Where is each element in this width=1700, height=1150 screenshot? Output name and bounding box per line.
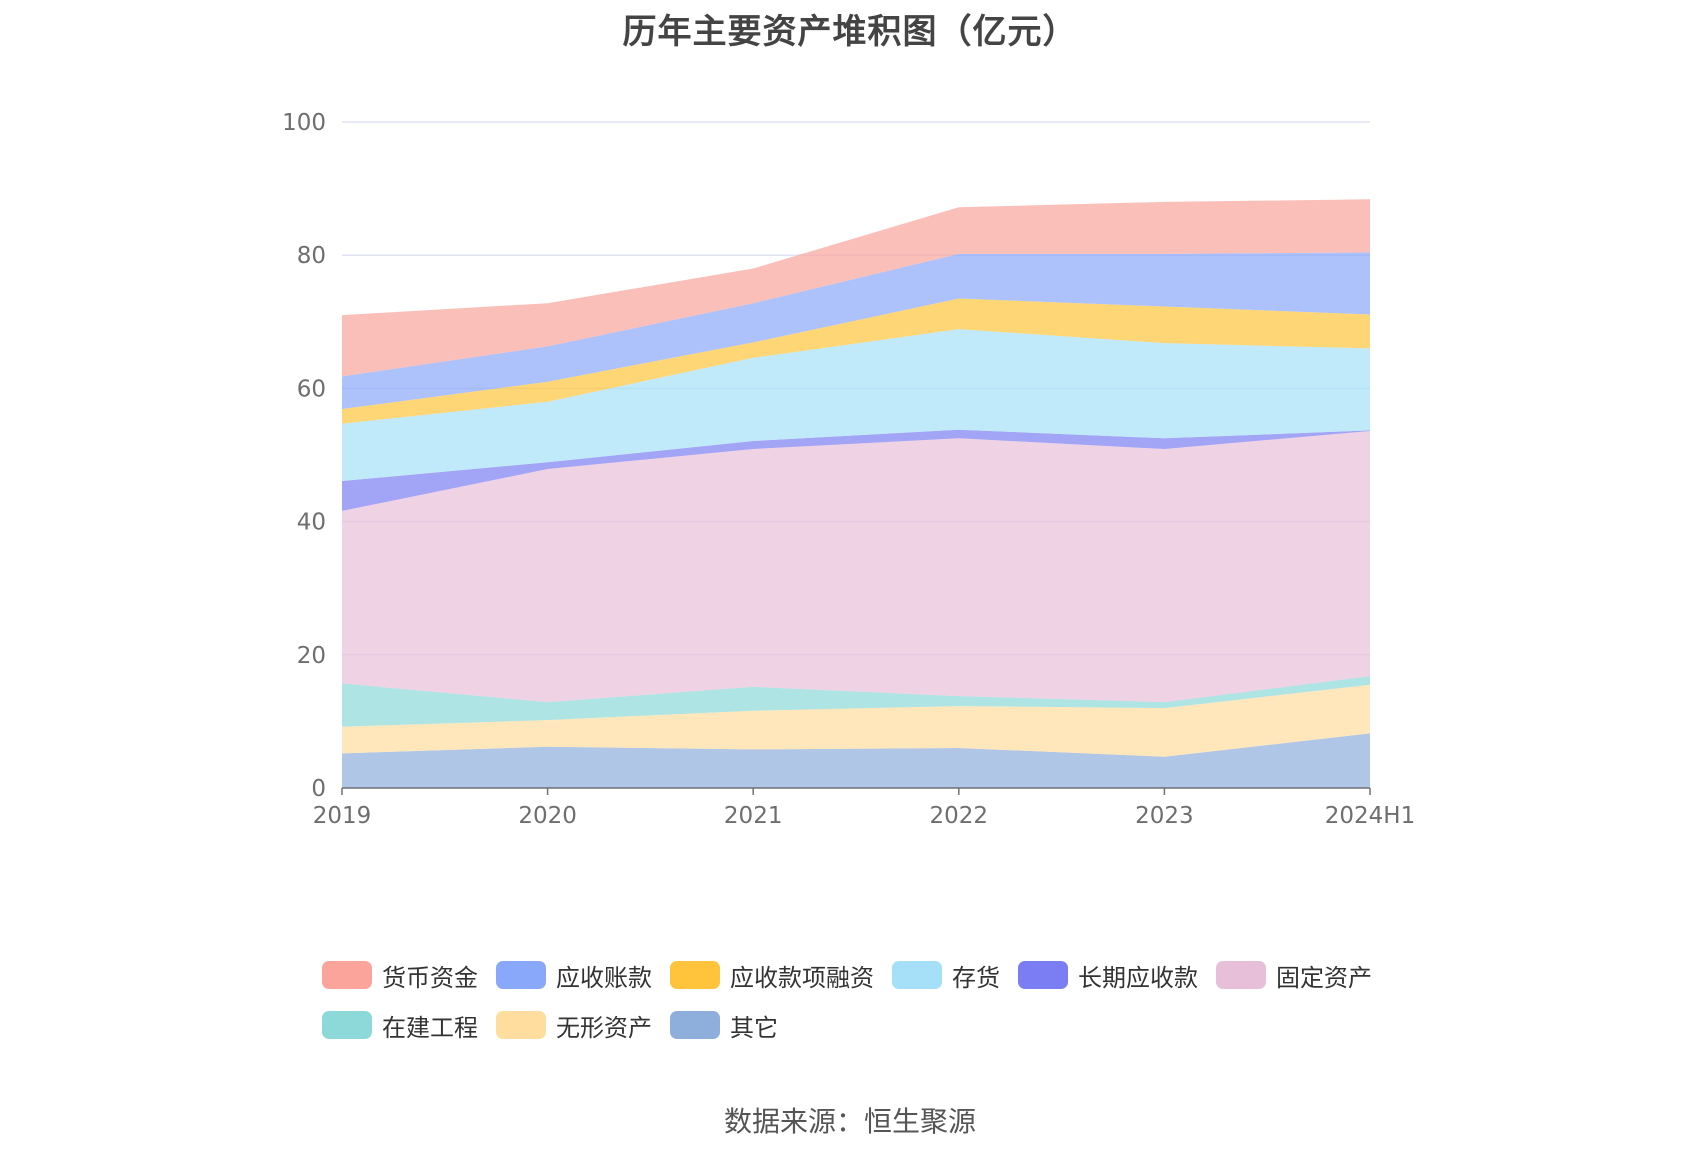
legend-label-construction: 在建工程 [382,1013,478,1042]
legend-label-fixed-assets: 固定资产 [1276,963,1372,992]
y-tick-label-20: 20 [297,643,326,669]
legend-label-intangible: 无形资产 [556,1013,652,1042]
chart-title: 历年主要资产堆积图（亿元） [622,12,1078,52]
legend-label-other: 其它 [730,1013,778,1042]
legend-swatch-other [670,1011,720,1039]
legend-row-1: 货币资金 应收账款 应收款项融资 存货 长期应收款 固定资产 [322,950,1442,1000]
legend-item-fixed-assets[interactable]: 固定资产 [1216,958,1372,993]
y-tick-label-60: 60 [297,376,326,402]
legend-item-receivables-financing[interactable]: 应收款项融资 [670,958,874,993]
area-series-6 [342,298,1370,424]
legend-swatch-fixed-assets [1216,961,1266,989]
legend-row-2: 在建工程 无形资产 其它 [322,1000,1442,1050]
legend-item-long-term-receivables[interactable]: 长期应收款 [1018,958,1198,993]
legend-item-cash[interactable]: 货币资金 [322,958,478,993]
legend-label-long-term-receivables: 长期应收款 [1078,963,1198,992]
legend-label-inventory: 存货 [952,963,1000,992]
legend-item-receivables[interactable]: 应收账款 [496,958,652,993]
legend-item-intangible[interactable]: 无形资产 [496,1008,652,1043]
data-source: 数据来源：恒生聚源 [723,1105,976,1138]
y-tick-label-0: 0 [311,776,326,802]
y-tick-label-40: 40 [297,510,326,536]
area-series-0 [342,733,1370,788]
y-tick-label-100: 100 [282,110,326,136]
x-tick-label-2019: 2019 [313,803,372,829]
legend-item-inventory[interactable]: 存货 [892,958,1000,993]
area-series-1 [342,684,1370,757]
y-tick-label-80: 80 [297,243,326,269]
x-tick-label-2024H1: 2024H1 [1325,803,1415,829]
area-series-4 [342,429,1370,511]
x-tick-label-2023: 2023 [1135,803,1194,829]
legend-swatch-receivables [496,961,546,989]
legend-swatch-inventory [892,961,942,989]
x-tick-label-2021: 2021 [724,803,783,829]
legend-swatch-receivables-financing [670,961,720,989]
x-tick-label-2022: 2022 [930,803,989,829]
legend-swatch-cash [322,961,372,989]
legend-swatch-construction [322,1011,372,1039]
area-series-2 [342,676,1370,727]
area-series-3 [342,431,1370,703]
chart-legend: 货币资金 应收账款 应收款项融资 存货 长期应收款 固定资产 在建工程 [322,950,1442,1050]
area-series-5 [342,329,1370,481]
legend-swatch-long-term-receivables [1018,961,1068,989]
x-tick-label-2020: 2020 [518,803,577,829]
area-series-7 [342,252,1370,409]
legend-swatch-intangible [496,1011,546,1039]
area-series-8 [342,199,1370,377]
legend-item-other[interactable]: 其它 [670,1008,778,1043]
legend-item-construction[interactable]: 在建工程 [322,1008,478,1043]
legend-label-cash: 货币资金 [382,963,478,992]
legend-label-receivables: 应收账款 [556,963,652,992]
legend-label-receivables-financing: 应收款项融资 [730,963,874,992]
